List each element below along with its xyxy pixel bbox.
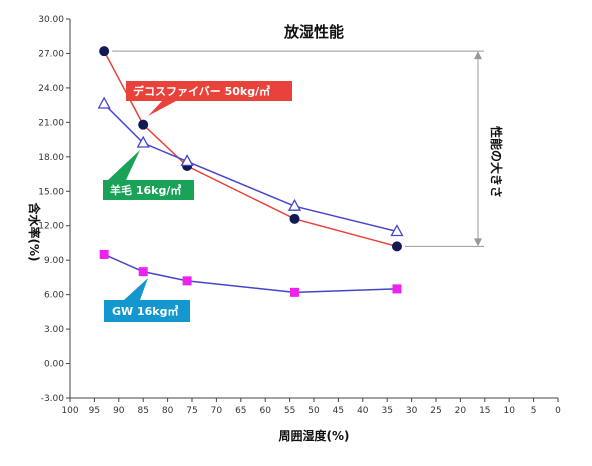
data-point-circle [99,46,110,57]
y-tick-label: 3.00 [44,325,64,335]
x-tick-label: 25 [430,406,441,416]
y-tick-label: 9.00 [44,256,64,266]
range-annotation-label: 性能の大きさ [489,125,504,198]
y-tick-label: 21.00 [38,118,64,128]
x-tick-label: 95 [89,406,100,416]
range-indicator [112,50,484,247]
axes: 30.00 27.00 24.00 21.00 18.00 15.00 12.00 9.00 6… [38,15,561,416]
x-tick-label: 75 [186,406,197,416]
x-tick-label: 65 [235,406,246,416]
x-tick-label: 80 [162,406,174,416]
x-tick-label: 40 [357,406,369,416]
x-tick-label: 90 [113,406,125,416]
x-tick-label: 60 [259,406,271,416]
data-point-triangle [287,198,302,211]
series-line-1 [103,103,398,233]
data-point-triangle [97,96,111,109]
y-tick-label: 6.00 [44,291,64,301]
callout-decos-box [126,81,292,116]
range-arrow-head-up [474,51,482,60]
x-tick-label: 0 [555,406,561,416]
data-point-triangle [136,135,150,148]
x-tick-label: 70 [211,406,223,416]
y-tick-label: 15.00 [38,187,64,197]
x-tick-label: 20 [455,406,467,416]
series-line-0 [103,50,398,248]
callout-decos-text: デコスファイバー 50kg/㎥ [133,84,270,98]
y-tick-label: -3.00 [41,394,65,404]
x-tick-label: 85 [137,406,148,416]
data-point-triangle [390,224,404,237]
y-tick-label: 27.00 [38,49,64,59]
x-tick-label: 100 [61,406,78,416]
data-point-square [138,267,148,277]
data-point-circle [289,213,300,224]
x-tick-label: 5 [531,406,537,416]
callout-wool-box [103,150,194,200]
callout-wool: 羊毛 16kg/㎥ [103,150,194,200]
y-tick-label: 18.00 [38,153,64,163]
y-tick-label: 30.00 [38,15,64,25]
data-point-triangle [180,154,194,167]
x-tick-label: 45 [333,406,344,416]
callout-gw-box [104,278,190,322]
y-tick-label: 12.00 [38,222,64,232]
callout-decos: デコスファイバー 50kg/㎥ [126,81,292,116]
y-axis-label: 含水率(%) [27,203,42,262]
data-point-circle [138,119,149,130]
x-tick-label: 15 [479,406,490,416]
x-tick-label: 35 [381,406,392,416]
range-arrow-head-down [474,238,482,247]
x-tick-label: 10 [503,406,515,416]
data-point-square [99,249,109,259]
x-axis-label: 周囲湿度(%) [279,428,350,443]
callout-gw: GW 16kg㎥ [104,278,190,322]
y-tick-label: 24.00 [38,84,64,94]
data-point-square [182,276,192,286]
data-point-circle [391,241,402,252]
series-line-2 [103,253,397,294]
x-tick-label: 50 [308,406,320,416]
data-point-square [392,284,402,294]
chart-title: 放湿性能 [283,23,344,41]
data-point-square [289,287,299,297]
x-tick-label: 30 [406,406,418,416]
series-markers [97,46,404,297]
y-tick-label: 0.00 [44,360,64,370]
callout-gw-text: GW 16kg㎥ [112,304,179,318]
callout-wool-text: 羊毛 16kg/㎥ [110,183,181,197]
x-tick-label: 55 [284,406,295,416]
